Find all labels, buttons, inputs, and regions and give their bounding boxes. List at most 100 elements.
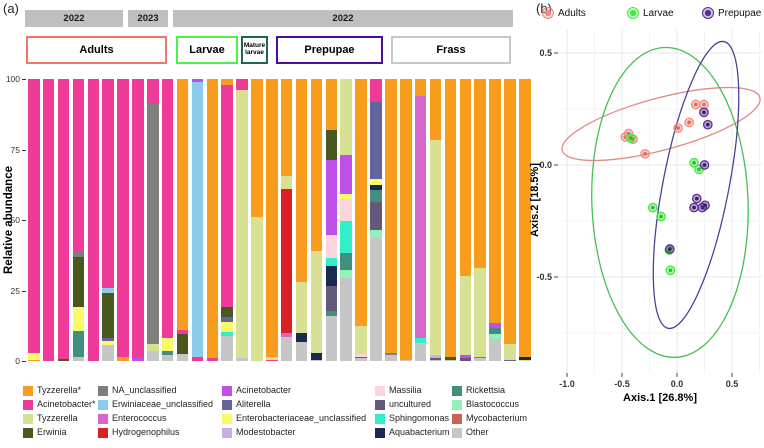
legend-marker-adults <box>542 7 554 19</box>
y-tick-mark-75 <box>22 149 26 151</box>
legend-label-Blastococcus: Blastococcus <box>466 399 520 409</box>
legend-marker-prepupae <box>702 7 714 19</box>
bar-22-segment-Massilia <box>340 199 352 221</box>
legend-label-Tyzzerella*: Tyzzerella* <box>37 385 82 395</box>
bar-24-segment-Aliterella <box>370 101 382 180</box>
bar-21-segment-Acinetobacter <box>325 159 338 235</box>
bar-12-segment-Erwiniaceae_unclassified <box>191 81 204 357</box>
bar-10-segment-Acinetobacter* <box>161 79 174 339</box>
y-tick-mark-100 <box>22 79 26 80</box>
legend-swatch-uncultured <box>375 400 385 410</box>
bar-22-segment-Rickettsia <box>340 252 352 270</box>
bar-11-segment-Erwinia <box>176 334 189 354</box>
bar-31-segment-Tyzzerella* <box>474 79 486 268</box>
bar-22-segment-Acinetobacter <box>340 155 352 195</box>
bar-1-segment-Enterobacteriaceae_unclassified <box>28 352 40 360</box>
bar-28-segment-uncultured <box>429 358 442 360</box>
bar-18-segment-Enterococcus <box>280 332 293 338</box>
y-tick-100: 100 <box>5 74 20 84</box>
point-dot-prepupae-7 <box>703 203 707 208</box>
bar-6-segment-Erwinia <box>102 293 114 339</box>
bar-8-segment-Acinetobacter <box>132 358 144 361</box>
legend-label-uncultured: uncultured <box>389 399 432 409</box>
ellipse-adults <box>561 86 761 162</box>
bar-9-segment-NA_unclassified <box>147 104 159 345</box>
y-tick-50: 50 <box>10 215 20 225</box>
legend-label-prepupae: Prepupae <box>718 7 762 19</box>
group-box-adults: Adults <box>26 36 167 64</box>
bar-24-segment-Rickettsia <box>370 190 382 202</box>
bar-17-segment-Tyzzerella* <box>266 79 278 357</box>
bar-3-segment-Erwinia <box>57 358 70 361</box>
bar-9-segment-Acinetobacter* <box>147 79 159 105</box>
y-axis-title: Axis.2 [18.5%] <box>529 163 541 237</box>
point-dot-adults-8 <box>702 102 706 107</box>
bar-21-segment-Tyzzerella* <box>325 79 338 130</box>
legend-label-Erwiniaceae_unclassified: Erwiniaceae_unclassified <box>112 399 214 409</box>
y-tick-25: 25 <box>10 285 20 296</box>
bar-8-segment-Acinetobacter* <box>132 79 144 359</box>
bar-22-segment-Tyzzerella <box>340 79 352 156</box>
bar-4-segment-Acinetobacter* <box>72 79 85 252</box>
legend-marker-larvae <box>627 7 639 19</box>
bar-22-segment-Sphingomonas <box>340 220 352 253</box>
bar-22-segment-Blastococcus <box>340 269 352 279</box>
bar-34-segment-Aquabacterium <box>519 356 531 360</box>
legend-swatch-Erwinia <box>23 428 33 438</box>
legend-swatch-Hydrogenophilus <box>98 428 108 438</box>
bar-15-segment-Acinetobacter* <box>236 79 248 91</box>
bar-23-segment-Tyzzerella* <box>355 79 367 326</box>
panel-a-label: (a) <box>3 1 19 16</box>
point-dot-larvae-4 <box>650 205 655 210</box>
bar-30-segment-Acinetobacter <box>459 355 472 359</box>
bar-14-segment-Other <box>221 335 233 361</box>
bar-16-segment-Tyzzerella <box>251 217 263 361</box>
bar-19-segment-Other <box>295 341 308 361</box>
legend-swatch-Erwiniaceae_unclassified <box>98 400 108 410</box>
y-tick-mark-25 <box>22 290 26 292</box>
bar-14-segment-Sphingomonas <box>221 332 233 336</box>
bar-4-segment-Rickettsia <box>72 331 85 357</box>
legend-swatch-Massilia <box>375 386 385 396</box>
legend-swatch-Blastococcus <box>452 400 462 410</box>
bar-11-segment-Tyzzerella* <box>176 79 189 330</box>
legend-label-Mycobacterium: Mycobacterium <box>466 413 528 423</box>
bar-27-segment-Tyzzerella* <box>414 79 427 96</box>
y-tick-75: 75 <box>10 144 20 155</box>
bar-33-segment-Aliterella <box>504 359 516 361</box>
legend-label-Rickettsia: Rickettsia <box>466 385 506 395</box>
point-dot-larvae-5 <box>659 214 663 219</box>
bar-25-segment-Other <box>385 355 397 361</box>
bar-1-segment-Tyzzerella* <box>28 359 40 361</box>
bar-22-segment-Enterobacteriaceae_unclassified <box>340 194 352 200</box>
bar-23-segment-Massilia <box>355 353 367 357</box>
y-tick-label-0.5: 0.5 <box>539 48 552 58</box>
bar-27-segment-Other <box>414 342 427 361</box>
legend-label-Aquabacterium: Aquabacterium <box>389 427 450 437</box>
bar-21-segment-Other <box>325 316 338 361</box>
bar-21-segment-Rickettsia <box>325 311 338 317</box>
legend-label-Erwinia: Erwinia <box>37 427 67 437</box>
bar-32-segment-Acinetobacter <box>489 322 501 328</box>
legend-marker-dot <box>545 10 551 16</box>
bar-21-segment-Erwinia <box>325 129 338 160</box>
legend-label-Aliterella: Aliterella <box>236 399 271 409</box>
bar-21-segment-uncultured <box>325 286 338 312</box>
bar-27-segment-Sphingomonas <box>414 338 427 343</box>
bar-6-segment-Other <box>102 345 114 361</box>
legend-swatch-Aliterella <box>222 400 232 410</box>
legend-label-Enterobacteriaceae_unclassified: Enterobacteriaceae_unclassified <box>236 413 367 423</box>
group-box-prepupae: Prepupae <box>276 36 383 64</box>
panel-a: (a) 2022 2023 2022 Adults Larvae Mature larv… <box>3 1 531 438</box>
bar-18-segment-Tyzzerella <box>280 176 293 189</box>
bar-4-segment-Enterobacteriaceae_unclassified <box>72 307 85 332</box>
legend-label-Tyzzerella: Tyzzerella <box>37 413 78 423</box>
legend-swatch-Mycobacterium <box>452 414 462 424</box>
bar-19-segment-Tyzzerella <box>295 282 308 333</box>
bar-19-segment-Aquabacterium <box>295 332 308 342</box>
group-box-larvae: Larvae <box>176 36 238 64</box>
bar-29-segment-Other <box>444 359 457 361</box>
legend-item-adults: Adults <box>542 7 586 19</box>
bar-26-segment-Tyzzerella* <box>400 79 412 360</box>
point-dot-larvae-2 <box>692 160 696 165</box>
